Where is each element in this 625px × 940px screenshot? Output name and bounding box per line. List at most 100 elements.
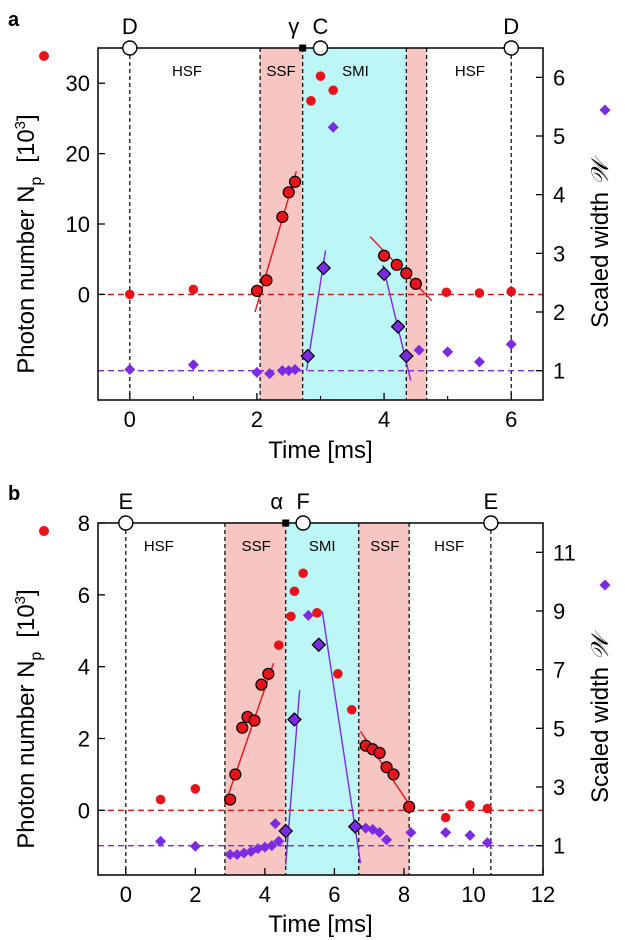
width-point-fitted bbox=[278, 823, 294, 839]
width-point bbox=[266, 840, 278, 852]
width-point bbox=[264, 368, 276, 380]
photon-legend-dot bbox=[39, 51, 49, 61]
photon-point bbox=[190, 783, 201, 794]
photon-point bbox=[441, 287, 452, 298]
photon-point-fitted bbox=[282, 186, 295, 199]
x-tick-label: 6 bbox=[328, 882, 340, 907]
photon-point-fitted bbox=[409, 277, 422, 290]
y-left-label-close: ] bbox=[13, 589, 40, 596]
y-right-tick-label: 7 bbox=[553, 658, 565, 683]
width-point-fitted bbox=[347, 819, 363, 834]
photon-point-fitted bbox=[276, 210, 289, 224]
width-point bbox=[405, 826, 417, 838]
phase-label: SSF bbox=[266, 63, 295, 80]
photon-point-fitted bbox=[380, 761, 393, 774]
width-point-fitted bbox=[300, 348, 316, 364]
point-marker-circle bbox=[118, 515, 134, 531]
photon-point bbox=[273, 640, 284, 650]
width-point bbox=[413, 344, 425, 356]
photon-point-fitted bbox=[224, 793, 237, 806]
x-tick-label: 2 bbox=[189, 882, 201, 907]
y-left-label-unit: [10 bbox=[13, 604, 40, 637]
photon-point-fitted bbox=[400, 267, 413, 280]
y-left-tick-label: 2 bbox=[78, 727, 90, 752]
phase-band-ssf bbox=[406, 48, 427, 400]
phase-band-ssf bbox=[358, 523, 410, 875]
width-point bbox=[224, 848, 236, 860]
y-right-tick-label: 6 bbox=[553, 65, 565, 90]
x-tick-label: 6 bbox=[505, 407, 517, 432]
photon-point bbox=[465, 800, 475, 810]
photon-point bbox=[312, 607, 322, 618]
chart-panel-b: HSF SSF SMI SSF HSF E α F E 0 2 4 6 8 10 12 0 2 4 6 8 1 3 5 7 9 11… bbox=[8, 483, 614, 938]
width-point bbox=[464, 829, 476, 841]
x-tick-label: 12 bbox=[531, 882, 555, 907]
y-left-label-exp: 3 bbox=[12, 121, 29, 129]
photon-point bbox=[346, 704, 357, 715]
x-tick-label: 0 bbox=[120, 882, 132, 907]
y-left-axis-label: Photon number Np [103] bbox=[12, 114, 45, 373]
point-label: D bbox=[122, 14, 138, 39]
photon-point bbox=[306, 96, 316, 106]
y-left-label-exp: 3 bbox=[12, 596, 29, 604]
y-left-label-sub: p bbox=[28, 177, 45, 186]
width-point-fitted bbox=[311, 637, 327, 653]
photon-point-fitted bbox=[373, 746, 386, 759]
phase-band-ssf bbox=[224, 523, 286, 875]
width-point bbox=[505, 338, 517, 350]
photon-point-fitted bbox=[390, 258, 403, 271]
x-tick-label: 2 bbox=[251, 407, 263, 432]
width-point bbox=[442, 346, 454, 358]
photon-point bbox=[298, 568, 308, 579]
y-left-tick-label: 20 bbox=[66, 142, 90, 167]
point-marker-circle bbox=[503, 40, 519, 56]
phase-band-smi bbox=[302, 48, 407, 400]
x-tick-label: 4 bbox=[259, 882, 271, 907]
y-right-tick-label: 5 bbox=[553, 716, 565, 741]
photon-point-fitted bbox=[387, 768, 400, 781]
phase-label: SMI bbox=[309, 538, 336, 555]
x-tick-label: 0 bbox=[124, 407, 136, 432]
width-point bbox=[473, 356, 485, 368]
width-point bbox=[276, 365, 288, 377]
width-point bbox=[440, 826, 452, 838]
y-right-label-symbol: 𝒲 bbox=[586, 629, 614, 660]
width-point bbox=[155, 835, 167, 847]
point-label: γ bbox=[288, 14, 299, 39]
photon-point bbox=[506, 286, 517, 297]
point-label: E bbox=[484, 489, 499, 514]
x-tick-label: 10 bbox=[461, 882, 485, 907]
photon-point bbox=[482, 803, 493, 814]
y-left-label-sub: p bbox=[28, 652, 45, 661]
point-marker-circle bbox=[483, 515, 499, 531]
photon-point-fitted bbox=[403, 800, 416, 813]
photon-point bbox=[474, 288, 485, 298]
phase-label: SSF bbox=[242, 538, 271, 555]
photon-point-fitted bbox=[248, 714, 261, 727]
y-right-label-main: Scaled width bbox=[587, 660, 614, 803]
y-right-label-main: Scaled width bbox=[587, 185, 614, 328]
y-right-tick-label: 3 bbox=[553, 241, 565, 266]
y-left-tick-label: 10 bbox=[66, 212, 90, 237]
point-label: D bbox=[503, 14, 519, 39]
y-right-label-symbol: 𝒲 bbox=[586, 154, 614, 185]
photon-point-fitted bbox=[377, 249, 391, 262]
photon-point bbox=[440, 812, 451, 823]
y-right-tick-label: 9 bbox=[553, 599, 565, 624]
y-left-label-main: Photon number N bbox=[13, 661, 40, 849]
width-legend-diamond bbox=[599, 104, 611, 116]
x-axis-label: Time [ms] bbox=[268, 437, 372, 464]
x-tick-label: 4 bbox=[378, 407, 390, 432]
phase-label: HSF bbox=[455, 63, 485, 80]
width-point-fitted bbox=[390, 319, 406, 335]
photon-point bbox=[333, 669, 343, 679]
width-point bbox=[124, 363, 136, 375]
point-marker-square bbox=[282, 519, 290, 527]
phase-label: SSF bbox=[370, 538, 399, 555]
photon-point bbox=[315, 71, 326, 81]
phase-label: HSF bbox=[144, 538, 174, 555]
width-point bbox=[251, 366, 263, 378]
photon-legend-dot bbox=[39, 526, 49, 536]
y-right-axis-label: Scaled width 𝒲 bbox=[586, 154, 614, 328]
